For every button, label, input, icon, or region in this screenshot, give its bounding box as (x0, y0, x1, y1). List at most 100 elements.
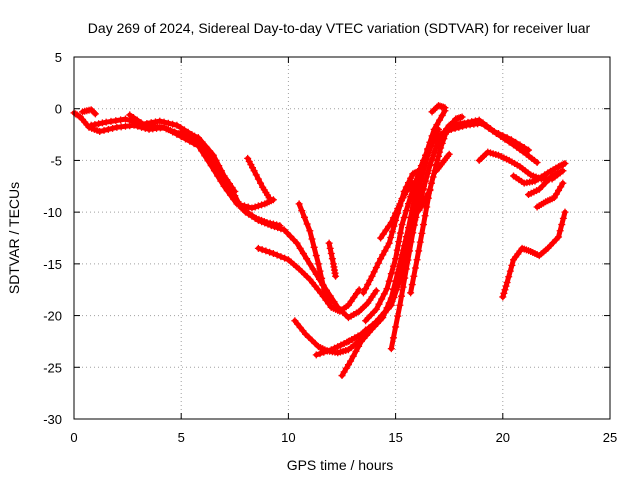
x-tick-label: 0 (70, 430, 77, 445)
grid-lines (74, 57, 610, 419)
data-point (112, 117, 120, 125)
data-point (308, 336, 316, 344)
data-point (423, 203, 431, 211)
data-point (169, 120, 177, 128)
data-point (556, 227, 564, 235)
data-point (258, 218, 266, 226)
data-point (492, 130, 500, 138)
data-point (96, 127, 104, 135)
data-point (525, 146, 533, 154)
data-point (545, 175, 553, 183)
data-point (191, 132, 199, 140)
series-arc-14 (362, 119, 541, 325)
y-axis-ticks: 5 0 -5 -10 -15 -20 -25 -30 (43, 50, 610, 427)
data-point (306, 260, 314, 268)
data-point (330, 298, 338, 306)
data-point (501, 135, 509, 143)
data-point (385, 239, 393, 247)
data-point (311, 339, 319, 347)
data-point (274, 224, 282, 232)
y-tick-label: -10 (43, 205, 62, 220)
y-tick-label: -5 (50, 153, 62, 168)
data-point (555, 186, 563, 194)
data-point (430, 106, 438, 114)
data-point (162, 125, 170, 133)
data-point (394, 205, 402, 213)
data-point (160, 118, 168, 126)
data-point (383, 243, 391, 251)
data-point (344, 301, 352, 309)
data-point (357, 330, 365, 338)
y-tick-label: -20 (43, 309, 62, 324)
data-point (308, 235, 316, 243)
data-point (436, 116, 444, 124)
series-arc-20 (428, 102, 449, 116)
data-point (95, 120, 103, 128)
data-point (559, 179, 567, 187)
data-point (404, 256, 412, 264)
series-arc-6 (244, 154, 273, 202)
data-point (372, 287, 380, 295)
data-point (319, 282, 327, 290)
data-point (362, 285, 370, 293)
x-tick-label: 25 (603, 430, 617, 445)
data-point (410, 169, 418, 177)
data-point (407, 193, 415, 201)
x-axis-label: GPS time / hours (287, 457, 394, 473)
data-point (387, 296, 395, 304)
data-point (347, 297, 355, 305)
data-point (538, 182, 546, 190)
data-point (332, 272, 340, 280)
data-point (381, 247, 389, 255)
data-point (158, 123, 166, 131)
data-point (396, 229, 404, 237)
data-point (281, 254, 289, 262)
data-point (503, 278, 511, 286)
data-point (325, 239, 333, 247)
data-point (328, 255, 336, 263)
data-point (267, 222, 275, 230)
data-point (369, 321, 377, 329)
y-tick-label: -25 (43, 360, 62, 375)
data-point (445, 150, 453, 158)
data-point (321, 289, 329, 297)
y-axis-label: SDTVAR / TECUs (6, 182, 22, 294)
data-point (361, 327, 369, 335)
data-point (389, 262, 397, 270)
data-point (318, 274, 326, 282)
data-point (550, 194, 558, 202)
data-point (401, 191, 409, 199)
data-point (485, 124, 493, 132)
data-point (416, 194, 424, 202)
data-point (375, 300, 383, 308)
data-point (431, 105, 439, 113)
data-point (327, 250, 335, 258)
x-tick-label: 10 (281, 430, 295, 445)
data-point (269, 196, 277, 204)
data-point (312, 351, 320, 359)
data-point (424, 146, 432, 154)
data-point (258, 246, 266, 254)
data-point (418, 229, 426, 237)
data-point (220, 172, 228, 180)
data-point (91, 120, 99, 128)
data-point (382, 226, 390, 234)
data-point (440, 135, 448, 143)
data-point (75, 112, 83, 120)
data-point (87, 121, 95, 129)
data-point (505, 138, 513, 146)
series-arc-5 (179, 127, 239, 195)
data-point (394, 312, 402, 320)
data-point (209, 151, 217, 159)
data-point (561, 160, 569, 168)
data-point (247, 161, 255, 169)
data-point (212, 156, 220, 164)
data-point (265, 194, 273, 202)
data-point (561, 208, 569, 216)
data-point (303, 220, 311, 228)
series-arc-21 (432, 150, 453, 175)
data-point (248, 164, 256, 172)
data-point (187, 131, 195, 139)
data-point (320, 348, 328, 356)
series-arc-2 (79, 106, 99, 118)
